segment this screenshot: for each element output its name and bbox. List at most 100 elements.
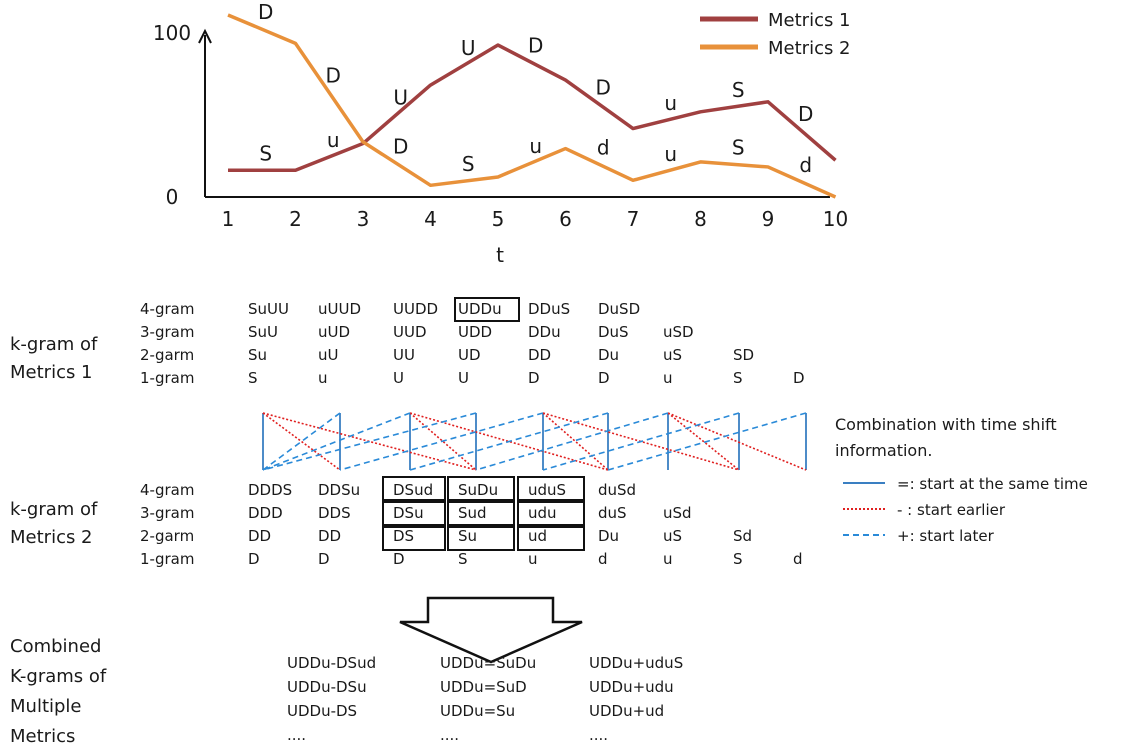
kgram-cell: D: [318, 550, 330, 568]
x-tick-label: 6: [559, 207, 572, 231]
series-line: [227, 13, 837, 199]
kgram-cell: Du: [598, 346, 619, 364]
kgram-cell: uU: [318, 346, 339, 364]
segment-label: D: [596, 75, 611, 99]
combined-kgram: UDDu+ud: [589, 702, 664, 720]
combined-kgram: UDDu-DSud: [287, 654, 376, 672]
combined-kgram: ....: [440, 726, 459, 744]
start-later-link: [409, 412, 609, 471]
segment-label: u: [664, 142, 677, 166]
kgram-cell: DD: [528, 346, 551, 364]
kgram-cell: DSu: [393, 504, 424, 522]
time-shift-connectors: [262, 412, 807, 471]
segment-label: D: [393, 135, 408, 159]
series-line: [228, 43, 837, 173]
combined-kgram: UDDu+udu: [589, 678, 674, 696]
kgram-cell: u: [663, 369, 673, 387]
kgram-cell: D: [793, 369, 805, 387]
start-later-link: [475, 412, 669, 471]
row-label: 3-gram: [140, 504, 194, 522]
start-later-link: [339, 412, 544, 471]
kgram-cell: uduS: [528, 481, 566, 499]
kgram-cell: DuS: [598, 323, 629, 341]
segment-label: u: [664, 91, 677, 115]
kgram-cell: DDS: [318, 504, 351, 522]
connector-legend-label: - : start earlier: [897, 501, 1006, 519]
arrow-shape: [399, 596, 583, 664]
row-label: 4-gram: [140, 300, 194, 318]
kgram-cell: S: [733, 369, 743, 387]
segment-label: d: [597, 135, 610, 159]
group-label: k-gram of: [10, 334, 98, 355]
legend-label: Metrics 1: [768, 10, 851, 31]
kgram-cell: D: [598, 369, 610, 387]
kgram-cell: DDDS: [248, 481, 292, 499]
x-tick-label: 10: [823, 207, 848, 231]
kgram-cell: uSD: [663, 323, 694, 341]
highlight-box: [447, 526, 515, 551]
combined-kgram: ....: [589, 726, 608, 744]
kgram-cell: DDuS: [528, 300, 570, 318]
down-arrow-icon: [399, 596, 583, 664]
segment-label: S: [732, 78, 745, 102]
y-tick-label: 0: [166, 185, 179, 209]
start-later-link: [607, 412, 807, 471]
x-tick-label: 8: [694, 207, 707, 231]
highlight-box: [382, 526, 446, 551]
y-tick-label: 100: [153, 21, 191, 45]
kgram-cell: Su: [248, 346, 267, 364]
kgram-cell: DD: [248, 527, 271, 545]
kgram-cell: udu: [528, 504, 557, 522]
group-label: Metrics 2: [10, 527, 93, 548]
row-label: 3-gram: [140, 323, 194, 341]
highlight-box: [447, 476, 515, 501]
kgram-cell: u: [528, 550, 538, 568]
row-label: 4-gram: [140, 481, 194, 499]
kgram-cell: DDSu: [318, 481, 360, 499]
kgram-cell: SD: [733, 346, 754, 364]
highlight-box: [517, 476, 585, 501]
connector-legend-title: Combination with time shift: [835, 415, 1057, 434]
highlight-box: [454, 297, 520, 322]
segment-label: D: [326, 64, 341, 88]
highlight-box: [382, 476, 446, 501]
combined-label: Metrics: [10, 726, 75, 747]
kgram-cell: uUUD: [318, 300, 361, 318]
combined-label: Multiple: [10, 696, 82, 717]
kgram-cell: Du: [598, 527, 619, 545]
kgram-cell: SuDu: [458, 481, 498, 499]
connector-legend-label: +: start later: [897, 527, 995, 545]
kgram-cell: UU: [393, 346, 415, 364]
segment-label: D: [258, 0, 273, 24]
kgram-cell: U: [458, 369, 469, 387]
kgram-cell: S: [248, 369, 258, 387]
combined-kgram: UDDu=SuD: [440, 678, 527, 696]
segment-label: U: [461, 36, 476, 60]
kgram-cell: U: [393, 369, 404, 387]
row-label: 1-gram: [140, 369, 194, 387]
kgram-cell: DD: [318, 527, 341, 545]
combined-kgram: UDDu=Su: [440, 702, 515, 720]
segment-label: S: [732, 135, 745, 159]
connector-legend-title: information.: [835, 441, 932, 460]
combined-kgram: UDDu-DSu: [287, 678, 367, 696]
start-earlier-link: [262, 412, 477, 471]
start-later-link: [262, 412, 477, 471]
combined-kgram: UDDu=SuDu: [440, 654, 536, 672]
kgram-cell: d: [793, 550, 803, 568]
legend-label: Metrics 2: [768, 38, 851, 59]
segment-label: D: [528, 34, 543, 58]
group-label: Metrics 1: [10, 362, 93, 383]
kgram-cell: UDDu: [458, 300, 502, 318]
segment-label: u: [529, 134, 542, 158]
combined-kgrams: Combined K-grams of Multiple Metrics UDDu-DS…: [10, 636, 683, 747]
kgram-cell: DS: [393, 527, 414, 545]
start-later-link: [542, 412, 740, 471]
kgram-cell: D: [393, 550, 405, 568]
kgram-cell: DDD: [248, 504, 283, 522]
segment-label: S: [259, 141, 272, 165]
kgram-cell: Su: [458, 527, 477, 545]
highlight-box: [447, 501, 515, 526]
combined-kgram: UDDu-DS: [287, 702, 357, 720]
